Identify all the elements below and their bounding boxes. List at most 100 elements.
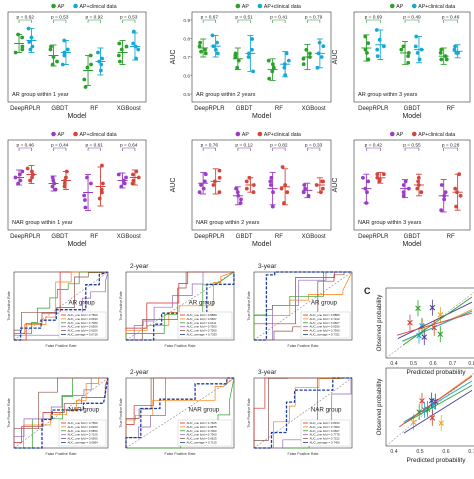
panel-roc-nar-3y: 3-year False Positive Rate True Positive R… <box>247 369 353 456</box>
data-point <box>131 41 136 46</box>
data-point <box>374 28 379 32</box>
legend-box <box>300 311 351 339</box>
x-tick-label: RF <box>275 106 283 112</box>
y-axis-label: True Positive Rate <box>119 398 123 427</box>
data-point <box>301 56 306 61</box>
data-point <box>251 190 256 195</box>
data-point <box>282 201 286 205</box>
data-point <box>82 193 87 198</box>
data-point <box>203 47 207 52</box>
data-point <box>302 183 307 187</box>
x-tick-label: RF <box>447 106 455 112</box>
legend-entry: AUC_average = 0.7321 <box>310 333 341 337</box>
calibration-marker <box>438 420 445 426</box>
data-point <box>377 177 382 182</box>
data-point <box>217 168 222 173</box>
p-value-label: p = 0.62 <box>17 15 35 21</box>
group-label: AR group within 1 year <box>12 92 69 98</box>
data-point <box>119 47 124 52</box>
data-point <box>136 47 141 52</box>
data-point <box>317 40 322 45</box>
y-tick-label: 0.5 <box>183 92 190 98</box>
data-point <box>443 54 448 59</box>
data-point <box>233 53 238 58</box>
legend-marker-ap <box>51 131 56 137</box>
legend-entry: AUC_one fold = 0.7125 <box>68 433 99 437</box>
data-point <box>131 178 136 183</box>
data-point <box>280 165 285 169</box>
data-point <box>124 44 129 49</box>
data-point <box>419 190 424 195</box>
data-point <box>399 47 404 52</box>
data-point <box>444 57 449 62</box>
data-point <box>361 175 365 180</box>
legend-entry: AUC_one fold = 0.7778 <box>310 433 341 437</box>
x-tick-label: XGBoost <box>302 106 326 112</box>
data-point <box>133 44 138 49</box>
legend-marker-apclin <box>257 3 263 9</box>
data-point <box>282 65 287 70</box>
x-tick-label: 0.5 <box>416 449 423 455</box>
x-tick-label: XGBoost <box>302 234 326 240</box>
legend-box <box>58 419 107 447</box>
roc-fold-curve <box>13 377 108 448</box>
legend-entry: AUC_one fold = 0.7500 <box>68 313 99 317</box>
legend-marker-ap <box>389 131 395 137</box>
legend-label-ap: AP <box>58 132 65 138</box>
significance-bracket <box>53 19 67 23</box>
legend-entry: AUC_one fold = 0.7000 <box>187 429 218 433</box>
p-value-label: p = 0.12 <box>235 143 253 149</box>
y-tick-label: 0.6 <box>183 74 190 80</box>
legend-box <box>177 311 233 339</box>
y-axis-label: True Positive Rate <box>247 291 251 320</box>
data-point <box>401 44 406 49</box>
x-tick-label: GBDT <box>236 106 253 112</box>
calibration-curve <box>402 296 473 346</box>
x-tick-label: DeepRPLR <box>10 106 41 112</box>
y-axis-label: True Positive Rate <box>119 291 123 320</box>
panel-nar-2y: AP AP+clinical data AUC DeepRPLR p = 0.76 GBD… <box>170 131 332 248</box>
legend-marker-ap <box>389 3 395 9</box>
roc-fold-curve <box>253 377 352 448</box>
data-point <box>97 196 102 201</box>
p-value-label: p = 0.92 <box>86 15 104 21</box>
p-value-label: p = 0.46 <box>442 15 460 21</box>
data-point <box>211 183 216 187</box>
data-point <box>268 179 273 184</box>
data-point <box>50 184 55 189</box>
data-point <box>30 175 34 180</box>
plot-frame <box>7 11 147 103</box>
data-point <box>134 169 139 174</box>
p-value-label: p = 0.49 <box>403 15 421 21</box>
legend-entry: AUC_one fold = 0.7500 <box>310 329 341 333</box>
significance-bracket <box>272 147 286 151</box>
data-point <box>134 56 138 61</box>
data-point <box>51 55 56 59</box>
data-point <box>30 169 34 174</box>
data-point <box>271 190 275 195</box>
data-point <box>199 183 203 187</box>
p-value-label: p = 0.61 <box>86 143 104 149</box>
data-point <box>366 179 371 184</box>
data-point <box>416 179 421 184</box>
significance-bracket <box>404 19 420 23</box>
group-label: AR group within 2 years <box>196 92 256 98</box>
data-point <box>203 51 208 56</box>
data-point <box>282 62 287 67</box>
x-tick-label: RF <box>275 234 283 240</box>
diagonal-reference <box>253 271 353 341</box>
significance-bracket <box>443 147 458 151</box>
x-tick-label: 0.8 <box>468 361 474 367</box>
legend-entry: AUC_one fold = 0.7000 <box>68 321 99 325</box>
panel-title: 3-year <box>258 263 277 270</box>
legend-entry: AUC_one fold = 0.6250 <box>68 329 99 333</box>
x-axis-label: False Positive Rate <box>288 344 319 348</box>
roc-fold-curve <box>13 377 108 448</box>
data-point <box>122 181 127 186</box>
p-value-label: p = 0.82 <box>270 143 288 149</box>
data-point <box>306 193 311 198</box>
data-point <box>29 35 34 40</box>
data-point <box>239 197 243 202</box>
data-point <box>53 187 58 192</box>
data-point <box>124 175 128 180</box>
